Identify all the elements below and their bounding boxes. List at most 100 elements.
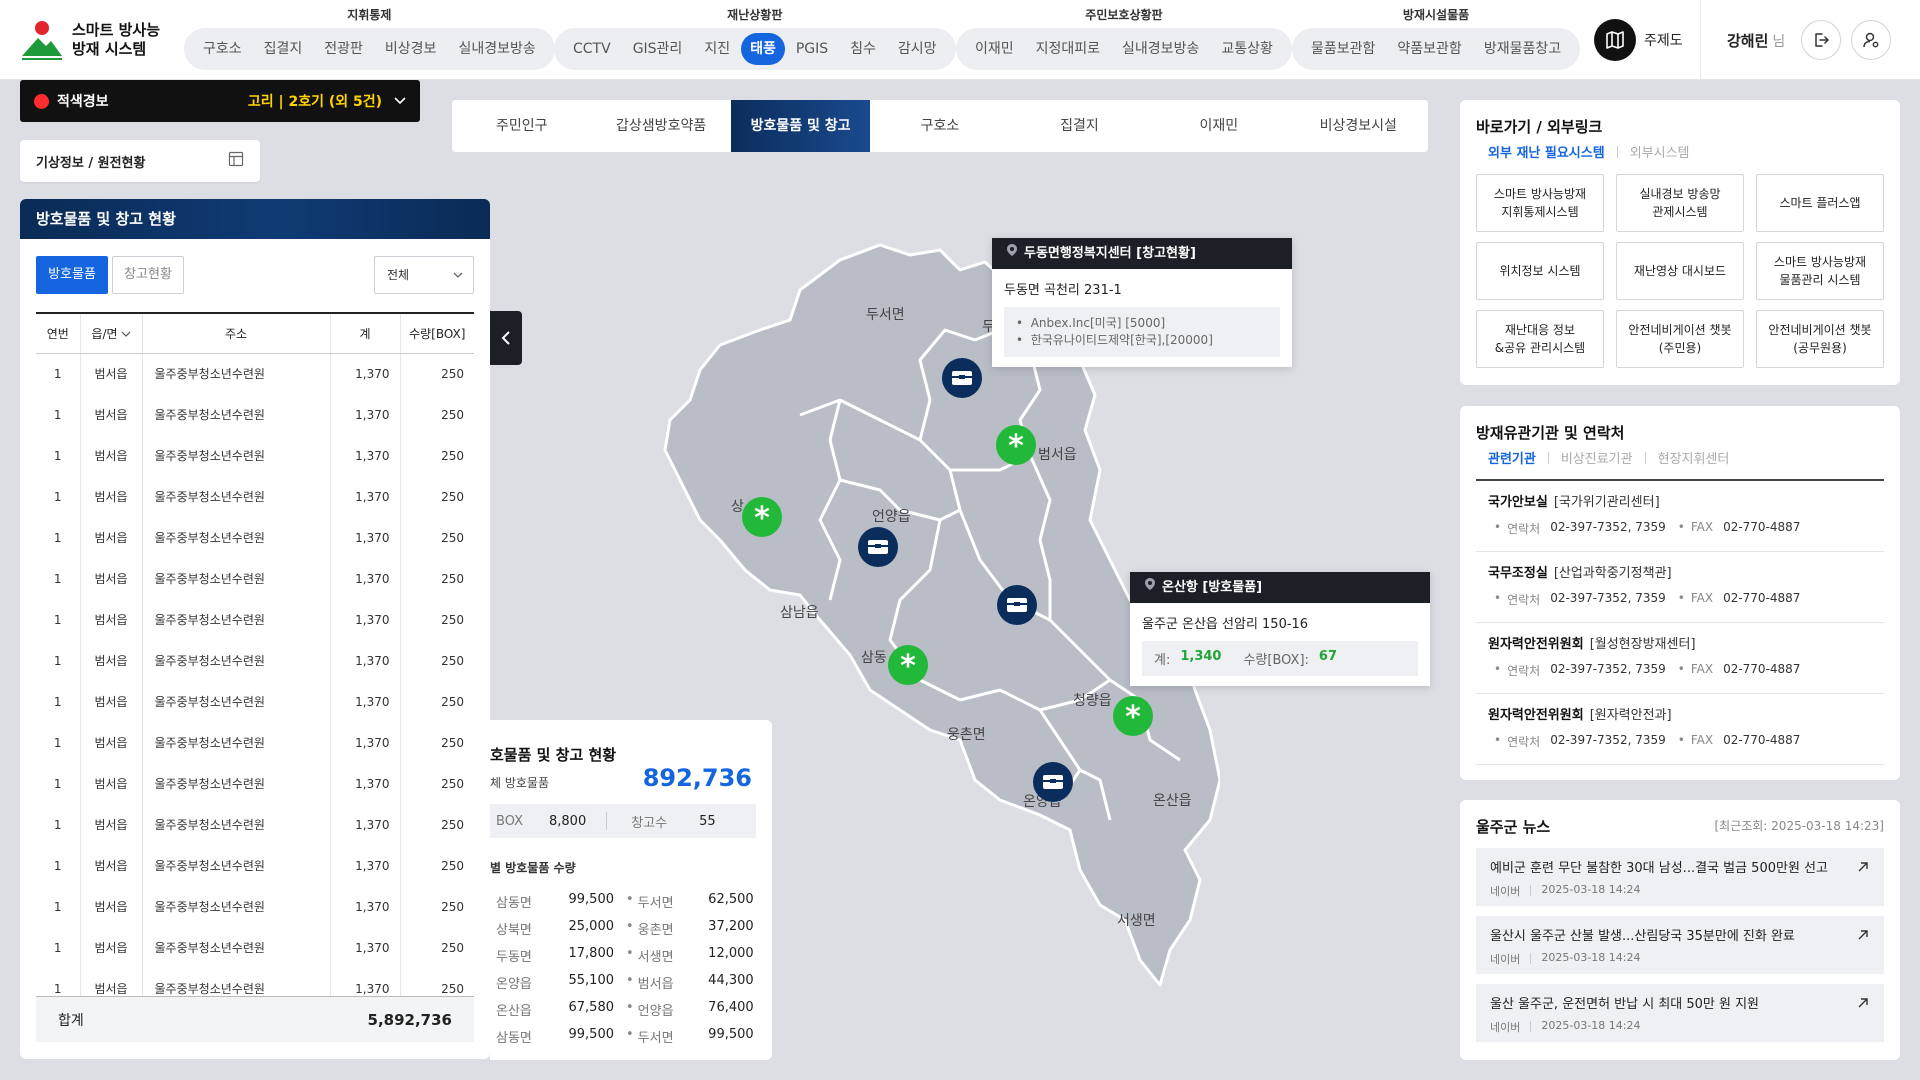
external-link-icon[interactable]	[1856, 928, 1870, 946]
region-filter-select[interactable]: 전체	[374, 256, 474, 294]
table-cell: 1,370	[329, 558, 400, 599]
bullet-icon: •	[1494, 591, 1502, 605]
table-row[interactable]: 1 범서읍 울주중부청소년수련원 1,370 250	[36, 476, 474, 517]
table-row[interactable]: 1 범서읍 울주중부청소년수련원 1,370 250	[36, 353, 474, 394]
menu-item[interactable]: 지정대피로	[1035, 41, 1101, 57]
table-row[interactable]: 1 범서읍 울주중부청소년수련원 1,370 250	[36, 517, 474, 558]
table-cell: 1	[53, 776, 62, 791]
quick-link-button[interactable]: 안전네비게이션 챗봇 (주민용)	[1616, 310, 1744, 368]
quick-link-label: 스마트 방사능방재	[1493, 187, 1587, 201]
tab-supplies[interactable]: 방호물품	[36, 256, 108, 294]
tab-supplies-warehouse[interactable]: 방호물품 및 창고	[730, 100, 871, 152]
news-item[interactable]: 울산 울주군, 운전면허 반납 시 최대 50만 원 지원 네이버 2025-03-…	[1476, 984, 1884, 1042]
table-row[interactable]: 1 범서읍 울주중부청소년수련원 1,370 250	[36, 804, 474, 845]
tab-external-disaster[interactable]: 외부 재난 필요시스템	[1488, 146, 1605, 161]
column-header-sortable[interactable]: 읍/면	[79, 312, 142, 354]
external-link-icon[interactable]	[1856, 996, 1870, 1014]
supplies-marker[interactable]: *	[888, 645, 928, 685]
news-item[interactable]: 예비군 훈련 무단 불참한 30대 남성...결국 벌금 500만원 선고 네이버…	[1476, 848, 1884, 906]
app-logo[interactable]: 스마트 방사능 방재 시스템	[20, 18, 160, 62]
table-row[interactable]: 1 범서읍 울주중부청소년수련원 1,370 250	[36, 968, 474, 996]
warehouse-marker[interactable]	[997, 585, 1037, 625]
table-cell: 1	[53, 448, 62, 463]
menu-item[interactable]: 전광판	[324, 41, 363, 57]
warehouse-marker[interactable]	[1033, 762, 1073, 802]
tab-assembly[interactable]: 집결지	[1060, 118, 1099, 134]
menu-item[interactable]: CCTV	[573, 41, 611, 57]
table-row[interactable]: 1 범서읍 울주중부청소년수련원 1,370 250	[36, 558, 474, 599]
tab-field-command[interactable]: 현장지휘센터	[1657, 452, 1730, 467]
menu-item[interactable]: PGIS	[795, 41, 829, 57]
table-row[interactable]: 1 범서읍 울주중부청소년수련원 1,370 250	[36, 886, 474, 927]
supplies-marker[interactable]: *	[1113, 696, 1153, 736]
tab-external-system[interactable]: 외부시스템	[1629, 146, 1690, 161]
quick-link-button[interactable]: 스마트 방사능방재 지휘통제시스템	[1476, 174, 1604, 232]
table-row[interactable]: 1 범서읍 울주중부청소년수련원 1,370 250	[36, 599, 474, 640]
table-cell: 1,370	[329, 353, 400, 394]
agency-item[interactable]: 국무조정실 [산업과학중기정책관] • 연락처 02-397-7352, 7359 • FA…	[1476, 552, 1884, 623]
news-item[interactable]: 울산시 울주군 산불 발생...산림당국 35분만에 진화 완료 네이버 2025-…	[1476, 916, 1884, 974]
table-row[interactable]: 1 범서읍 울주중부청소년수련원 1,370 250	[36, 435, 474, 476]
quick-link-button[interactable]: 스마트 플러스앱	[1756, 174, 1884, 232]
supplies-marker[interactable]: *	[742, 497, 782, 537]
news-time: 2025-03-18 14:24	[1541, 883, 1641, 896]
quick-link-button[interactable]: 실내경보 방송망 관제시스템	[1616, 174, 1744, 232]
tab-thyroid-medicine[interactable]: 갑상샘방호약품	[616, 118, 707, 134]
menu-item[interactable]: 실내경보방송	[458, 41, 536, 57]
logout-button[interactable]	[1801, 20, 1841, 60]
table-cell: 1	[53, 571, 62, 586]
collapse-panel-button[interactable]	[490, 311, 522, 365]
menu-item[interactable]: 침수	[850, 41, 876, 57]
agency-item[interactable]: 국가안보실 [국가위기관리센터] • 연락처 02-397-7352, 7359 • FAX…	[1476, 481, 1884, 552]
stats-region-item: 두동면 17,800	[496, 946, 626, 965]
table-row[interactable]: 1 범서읍 울주중부청소년수련원 1,370 250	[36, 722, 474, 763]
quick-link-button[interactable]: 안전네비게이션 챗봇 (공무원용)	[1756, 310, 1884, 368]
agency-item[interactable]: 원자력안전위원회 [원자력안전과] • 연락처 02-397-7352, 7359 • FA…	[1476, 694, 1884, 765]
divider	[1530, 953, 1532, 964]
menu-item[interactable]: 물품보관함	[1311, 41, 1376, 57]
menu-item[interactable]: 약품보관함	[1397, 41, 1462, 57]
menu-item[interactable]: 구호소	[203, 41, 242, 57]
tab-warehouse[interactable]: 창고현황	[112, 256, 184, 294]
tab-emergency-clinics[interactable]: 비상진료기관	[1560, 452, 1633, 467]
menu-item[interactable]: 교통상황	[1221, 41, 1273, 57]
table-cell: 범서읍	[79, 394, 142, 435]
menu-item[interactable]: 방재물품창고	[1483, 41, 1562, 57]
table-cell: 울주중부청소년수련원	[141, 353, 330, 394]
quick-link-button[interactable]: 재난대응 정보 &공유 관리시스템	[1476, 310, 1604, 368]
agency-item[interactable]: 원자력안전위원회 [월성현장방재센터] • 연락처 02-397-7352, 7359 •…	[1476, 623, 1884, 694]
warehouse-marker[interactable]	[942, 358, 982, 398]
tab-related-agencies[interactable]: 관련기관	[1488, 452, 1536, 467]
table-row[interactable]: 1 범서읍 울주중부청소년수련원 1,370 250	[36, 763, 474, 804]
menu-item[interactable]: 집결지	[263, 41, 303, 57]
menu-item[interactable]: 이재민	[975, 41, 1014, 57]
warehouse-marker[interactable]	[858, 527, 898, 567]
menu-item[interactable]: 지진	[704, 41, 731, 57]
table-row[interactable]: 1 범서읍 울주중부청소년수련원 1,370 250	[36, 927, 474, 968]
table-row[interactable]: 1 범서읍 울주중부청소년수련원 1,370 250	[36, 845, 474, 886]
tab-warning-facility[interactable]: 비상경보시설	[1319, 118, 1397, 134]
tab-shelter[interactable]: 구호소	[920, 118, 960, 134]
alert-value: 고리 | 2호기 (외 5건)	[247, 94, 382, 110]
user-settings-button[interactable]	[1851, 20, 1891, 60]
external-link-icon[interactable]	[1856, 860, 1870, 878]
alert-dropdown[interactable]: 적색경보 고리 | 2호기 (외 5건)	[20, 80, 420, 122]
table-cell: 범서읍	[79, 845, 142, 886]
supplies-marker[interactable]: *	[996, 425, 1036, 465]
menu-item[interactable]: 감시망	[897, 41, 937, 57]
menu-item[interactable]: 실내경보방송	[1122, 41, 1200, 57]
theme-map-button[interactable]: 주제도	[1594, 19, 1683, 61]
menu-item[interactable]: GIS관리	[632, 41, 683, 57]
quick-link-button[interactable]: 재난영상 대시보드	[1616, 242, 1744, 300]
tab-evacuees[interactable]: 이재민	[1199, 118, 1239, 134]
menu-item[interactable]: 비상경보	[384, 41, 437, 57]
table-row[interactable]: 1 범서읍 울주중부청소년수련원 1,370 250	[36, 394, 474, 435]
weather-nuclear-button[interactable]: 기상정보 / 원전현황	[20, 140, 260, 182]
tab-population[interactable]: 주민인구	[495, 118, 548, 134]
quick-link-button[interactable]: 위치정보 시스템	[1476, 242, 1604, 300]
quick-link-button[interactable]: 스마트 방사능방재 물품관리 시스템	[1756, 242, 1884, 300]
region-map[interactable]: 두서면 두 범서읍 상 언양읍 삼남읍 삼동 웅촌면 청량읍 온양읍 온산읍 서…	[640, 240, 1220, 990]
table-row[interactable]: 1 범서읍 울주중부청소년수련원 1,370 250	[36, 681, 474, 722]
table-row[interactable]: 1 범서읍 울주중부청소년수련원 1,370 250	[36, 640, 474, 681]
menu-item-active[interactable]: 태풍	[741, 33, 785, 65]
